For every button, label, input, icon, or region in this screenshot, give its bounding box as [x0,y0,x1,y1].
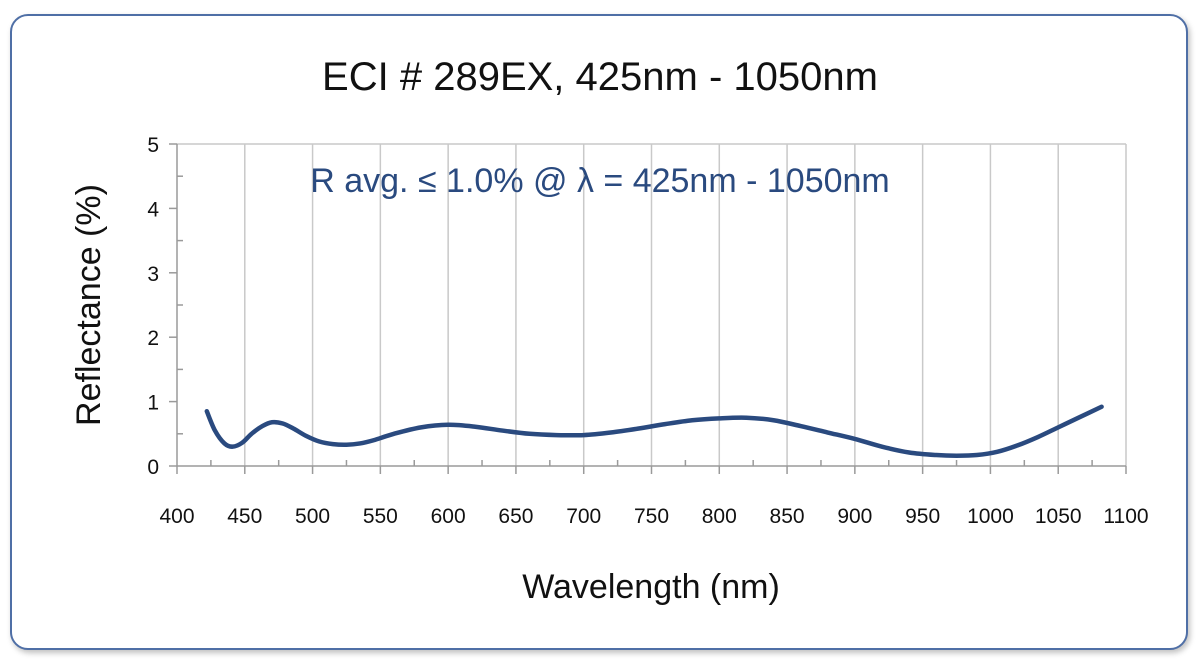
y-tick-label: 1 [147,392,159,415]
reflectance-line [204,404,1104,458]
chart-annotation: R avg. ≤ 1.0% @ λ = 425nm - 1050nm [310,162,890,200]
x-tick-label: 750 [634,505,669,528]
x-tick-label: 600 [431,505,466,528]
x-tick-label: 1100 [1103,505,1148,528]
y-tick-label: 2 [147,327,159,350]
y-axis-label: Reflectance (%) [70,184,108,426]
x-tick-label: 700 [566,505,601,528]
y-tick-label: 3 [147,263,159,286]
x-tick-label: 650 [498,505,533,528]
chart-title: ECI # 289EX, 425nm - 1050nm [322,55,878,99]
x-tick-label: 550 [363,505,398,528]
x-tick-label: 400 [159,505,194,528]
x-tick-label: 850 [770,505,805,528]
y-tick-label: 4 [147,198,159,221]
x-tick-label: 450 [227,505,262,528]
x-tick-label: 1050 [1035,505,1082,528]
axes [169,143,1127,474]
series-layer [204,404,1104,458]
x-tick-label: 800 [702,505,737,528]
grid [177,143,1127,466]
x-tick-label: 500 [295,505,330,528]
x-tick-label: 900 [837,505,872,528]
y-tick-label: 0 [147,456,159,479]
y-tick-labels: 0 1 2 3 4 5 [147,134,159,479]
y-tick-label: 5 [147,134,159,157]
x-tick-label: 950 [905,505,940,528]
chart-frame [10,14,1188,650]
x-axis-label: Wavelength (nm) [522,568,780,606]
x-tick-label: 1000 [967,505,1014,528]
x-tick-labels: 400 450 500 550 600 650 700 750 800 850 900 950 1000… [159,505,1148,528]
